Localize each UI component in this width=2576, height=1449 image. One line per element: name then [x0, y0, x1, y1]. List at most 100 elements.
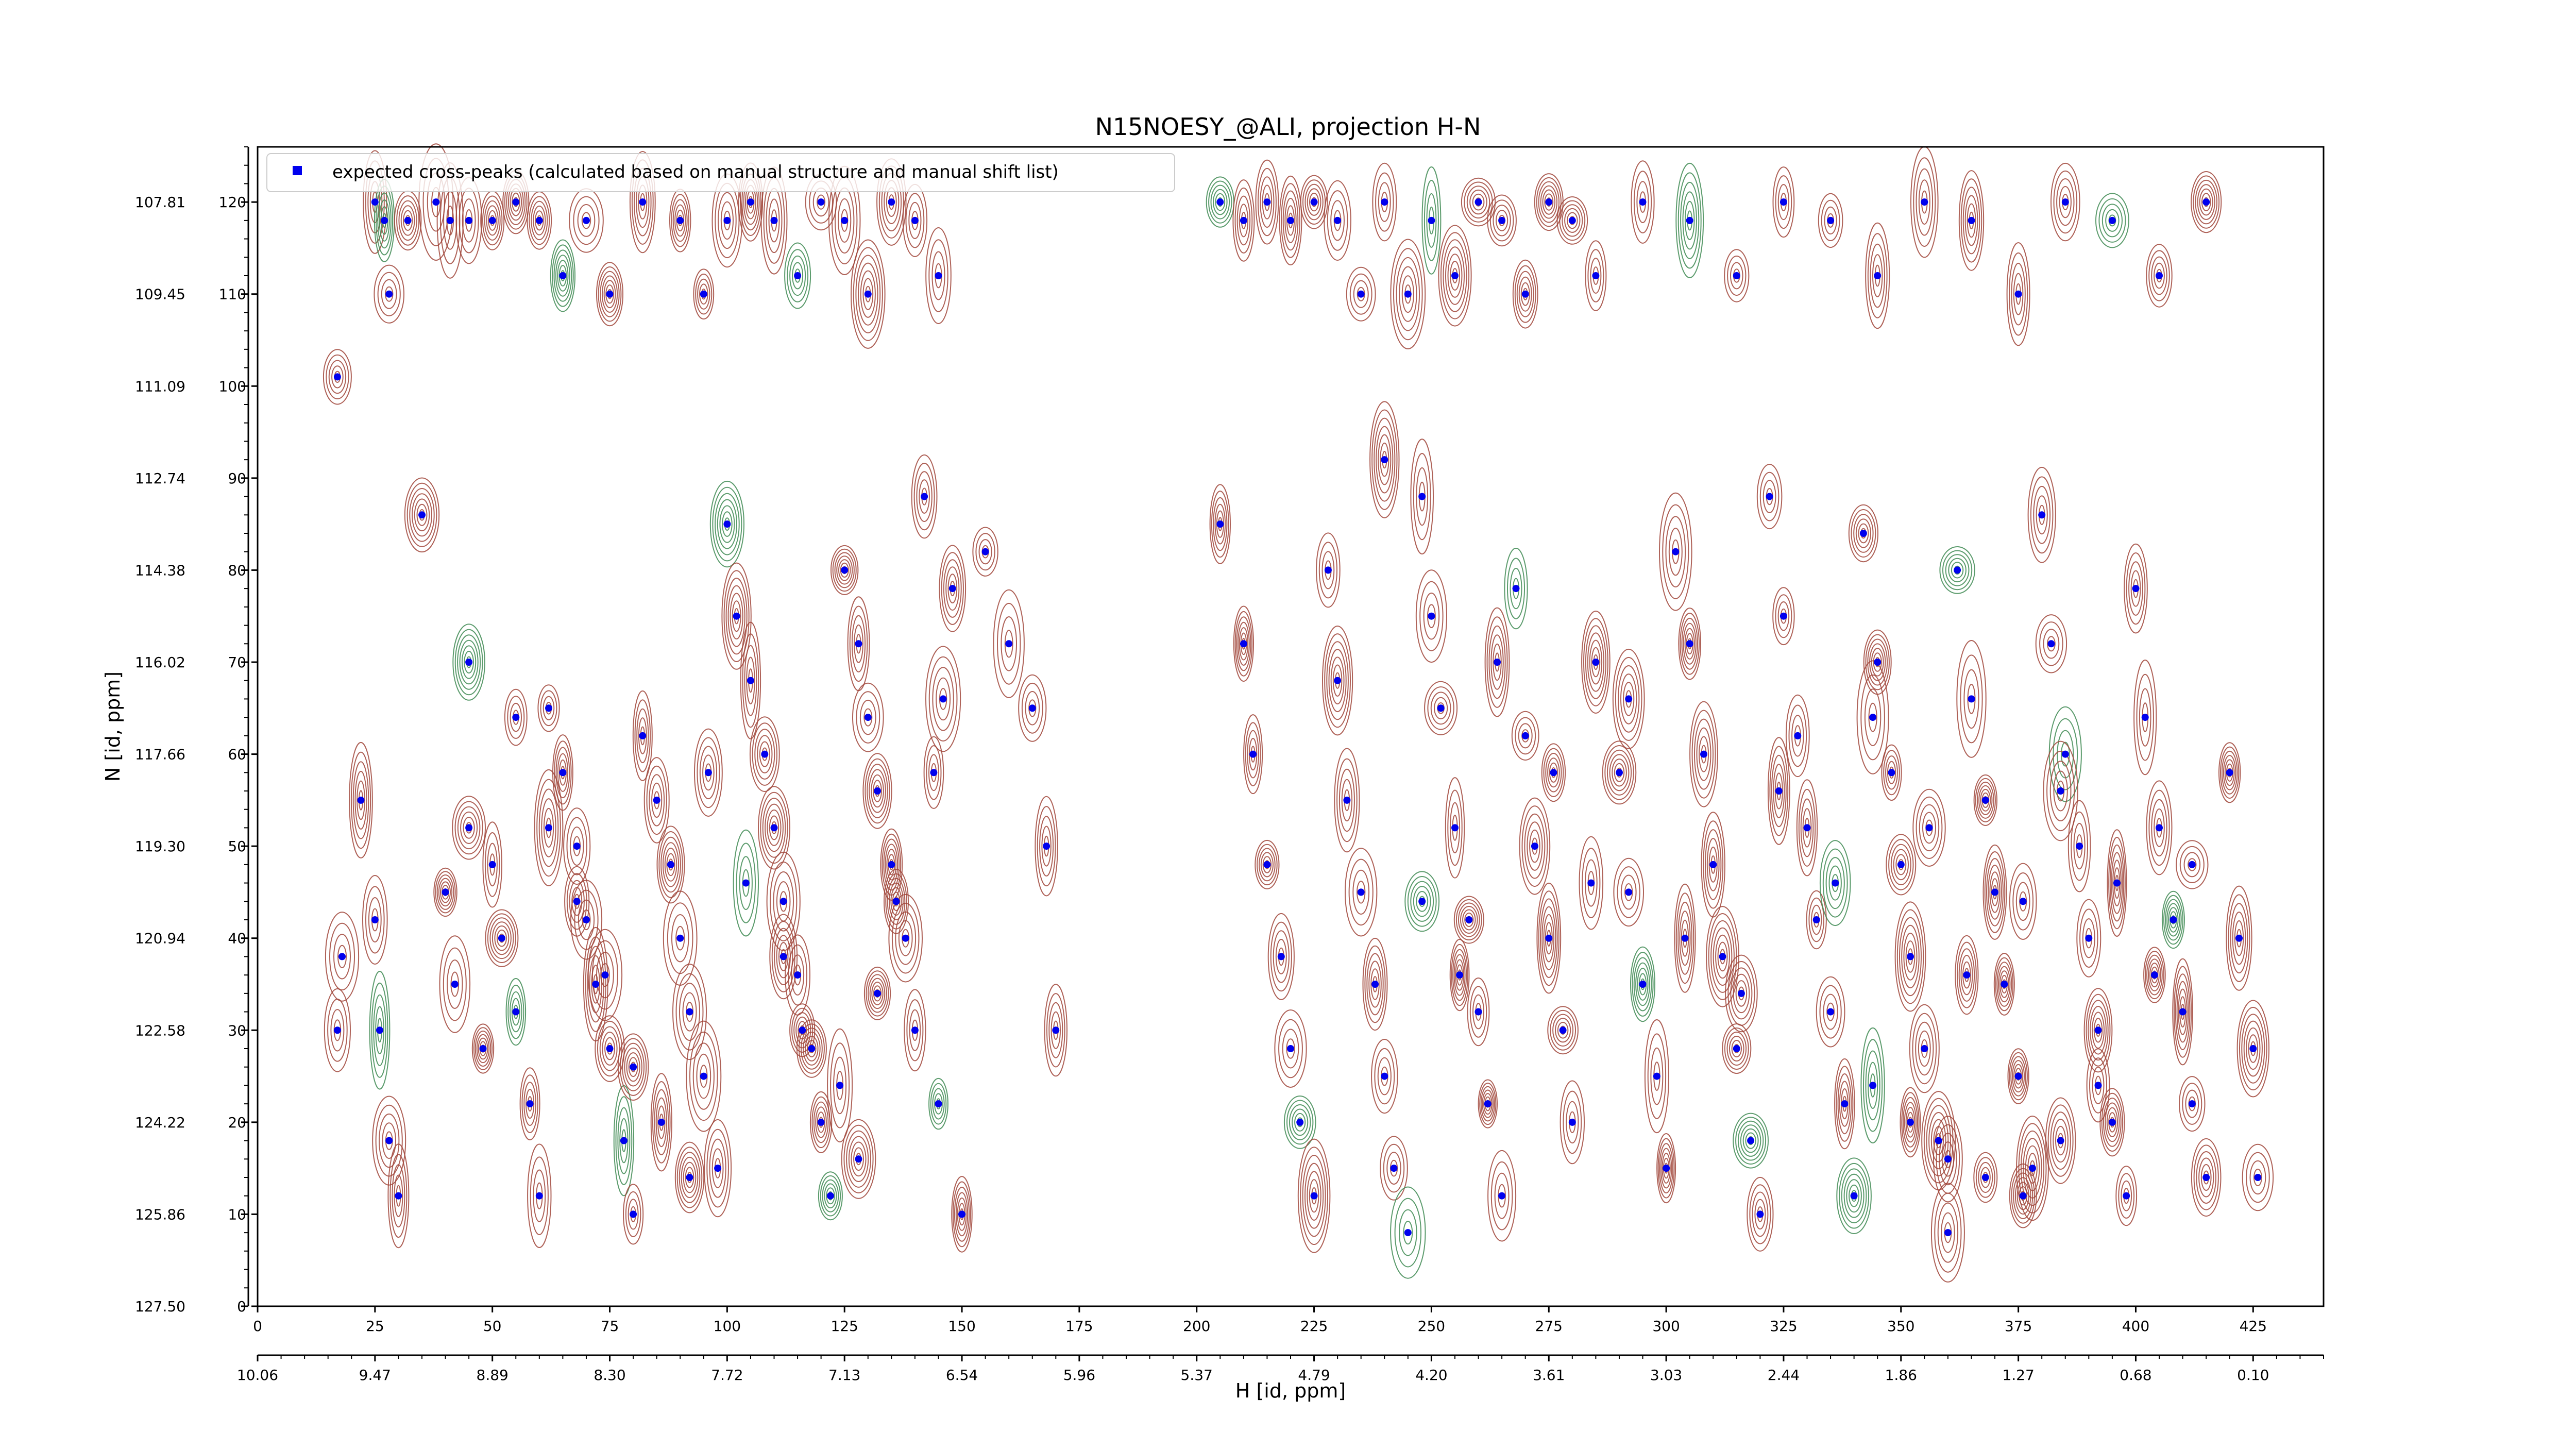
contour-level	[533, 1169, 546, 1222]
cross-peak-marker: 264, 70	[1494, 659, 1501, 666]
contour-level	[887, 878, 906, 925]
contour-level	[1545, 753, 1562, 793]
contour-level	[1564, 208, 1581, 233]
contour-level	[2163, 895, 2183, 945]
contour-peak	[564, 866, 590, 937]
contour-level	[1865, 222, 1890, 329]
cross-peak-marker: 262, 22	[1484, 1100, 1492, 1108]
contour-level	[1549, 762, 1558, 783]
contour-level	[758, 786, 790, 870]
contour-level	[851, 1141, 867, 1177]
contour-level	[1494, 1172, 1510, 1219]
contour-level	[478, 1037, 488, 1060]
contour-level	[771, 921, 795, 992]
contour-level	[834, 552, 855, 588]
contour-peak	[851, 239, 886, 349]
contour-level	[1591, 647, 1601, 678]
cross-peak-marker: 40, 45	[442, 888, 449, 896]
contour-peak	[387, 1143, 410, 1249]
contour-level	[733, 829, 759, 937]
contour-peak	[1345, 848, 1378, 937]
contour-level	[651, 782, 663, 818]
contour-level	[1841, 1168, 1867, 1223]
contour-level	[853, 1147, 864, 1171]
contour-level	[507, 984, 524, 1039]
contour-level	[1785, 694, 1810, 778]
contour-level	[1941, 1141, 1955, 1177]
contour-level	[1493, 205, 1511, 237]
contour-level	[1378, 182, 1391, 222]
contour-peak	[1322, 626, 1353, 736]
contour-level	[871, 774, 884, 808]
contour-level	[1239, 204, 1249, 238]
contour-level	[801, 1027, 823, 1070]
contour-level	[672, 199, 688, 242]
contour-level	[1352, 869, 1370, 915]
contour-level	[1284, 197, 1297, 243]
contour-peak	[704, 1119, 732, 1218]
cross-peak-marker: 104, 46	[742, 879, 750, 887]
cross-peak-marker: 265, 12	[1498, 1192, 1506, 1200]
contour-level	[798, 1023, 825, 1074]
contour-level	[385, 286, 394, 302]
contour-peak	[1956, 640, 1987, 758]
contour-level	[788, 944, 807, 1006]
contour-level	[824, 1183, 837, 1208]
contour-level	[1919, 804, 1940, 852]
contour-level	[1730, 967, 1753, 1020]
contour-level	[1958, 948, 1975, 1002]
contour-level	[433, 867, 457, 917]
contour-level	[569, 827, 584, 866]
contour-peak	[1449, 939, 1470, 1012]
contour-level	[2089, 1057, 2107, 1114]
contour-level	[1336, 758, 1358, 843]
cross-peak-marker: 38, 120	[432, 198, 440, 206]
contour-level	[2166, 903, 2180, 937]
contour-level	[1890, 844, 1911, 886]
cross-peak-marker: 27, 118	[381, 216, 388, 224]
y-tick-label-ppm: 111.09	[135, 378, 185, 395]
contour-level	[675, 925, 685, 951]
contour-level	[1724, 1027, 1749, 1070]
x-tick-label: 50	[483, 1318, 502, 1335]
contour-level	[1334, 748, 1360, 853]
cross-peak-marker: 310, 48	[1709, 861, 1717, 868]
contour-level	[1416, 891, 1429, 912]
contour-peak	[1894, 901, 1926, 1012]
contour-level	[947, 574, 958, 603]
cross-peak-marker: 348, 58	[1888, 769, 1895, 777]
contour-level	[2039, 621, 2063, 666]
contour-level	[2015, 882, 2030, 921]
contour-level	[945, 566, 960, 611]
contour-level	[1294, 1113, 1306, 1132]
contour-level	[1399, 1209, 1417, 1256]
contour-level	[2151, 256, 2167, 295]
cross-peak-marker: 112, 38	[779, 953, 787, 961]
contour-level	[693, 268, 715, 320]
contour-level	[1788, 704, 1807, 767]
contour-level	[1777, 184, 1790, 221]
contour-level	[709, 1138, 726, 1198]
contour-level	[650, 1073, 672, 1172]
contour-peak	[1484, 607, 1510, 717]
contour-level	[1796, 779, 1818, 877]
contour-level	[759, 741, 770, 767]
contour-level	[629, 151, 656, 254]
contour-level	[2046, 750, 2075, 832]
contour-level	[686, 1020, 722, 1132]
cross-peak-marker: 32, 118	[404, 216, 412, 224]
contour-level	[1978, 785, 1993, 815]
contour-level	[1234, 187, 1253, 254]
contour-level	[1960, 955, 1973, 996]
contour-level	[1708, 847, 1718, 883]
contour-peak	[1644, 1019, 1669, 1134]
cross-peak-marker: 98, 15	[714, 1165, 722, 1172]
contour-level	[1213, 189, 1228, 215]
cross-peak-marker: 45, 118	[465, 216, 473, 224]
cross-peak-marker: 344, 24	[1869, 1082, 1877, 1089]
cross-peak-marker: 305, 72	[1686, 640, 1693, 648]
contour-level	[1678, 608, 1701, 680]
contour-level	[534, 769, 564, 886]
contour-level	[1243, 714, 1263, 795]
cross-peak-marker: 92, 14	[686, 1174, 693, 1181]
